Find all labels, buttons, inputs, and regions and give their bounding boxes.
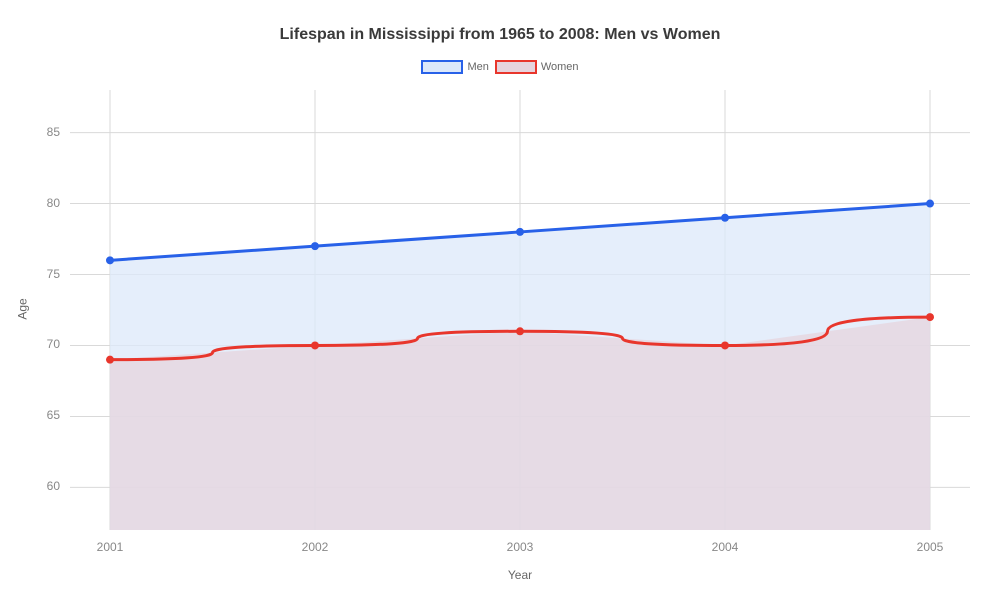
y-tick-label: 80 — [30, 196, 60, 210]
x-tick-label: 2004 — [695, 540, 755, 554]
y-axis-label: Age — [16, 298, 30, 319]
x-tick-label: 2003 — [490, 540, 550, 554]
y-tick-label: 65 — [30, 408, 60, 422]
legend-swatch-women — [495, 60, 537, 74]
x-tick-label: 2001 — [80, 540, 140, 554]
x-tick-label: 2002 — [285, 540, 345, 554]
y-tick-label: 75 — [30, 267, 60, 281]
legend-swatch-men — [421, 60, 463, 74]
legend-label-men: Men — [467, 61, 488, 73]
legend: Men Women — [0, 60, 1000, 74]
y-tick-label: 85 — [30, 125, 60, 139]
legend-item-women: Women — [495, 60, 579, 74]
chart-title: Lifespan in Mississippi from 1965 to 200… — [0, 26, 1000, 44]
plot-area — [70, 90, 970, 530]
x-tick-label: 2005 — [900, 540, 960, 554]
legend-item-men: Men — [421, 60, 488, 74]
chart-container: Lifespan in Mississippi from 1965 to 200… — [0, 0, 1000, 600]
y-tick-label: 60 — [30, 479, 60, 493]
plot-svg — [70, 90, 970, 530]
x-axis-label: Year — [70, 568, 970, 582]
legend-label-women: Women — [541, 61, 579, 73]
y-tick-label: 70 — [30, 337, 60, 351]
